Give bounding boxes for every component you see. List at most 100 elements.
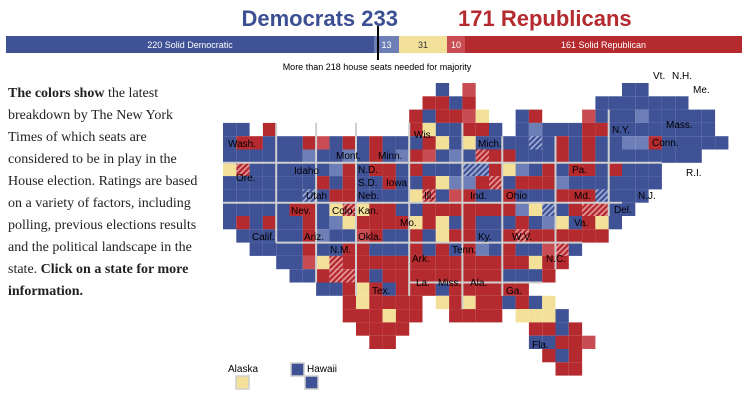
district-cell[interactable] (276, 255, 290, 270)
district-cell[interactable] (542, 216, 556, 230)
district-cell[interactable] (475, 202, 489, 216)
district-cell[interactable] (409, 295, 423, 310)
district-cell[interactable] (528, 255, 543, 270)
district-cell[interactable] (276, 242, 290, 256)
district-cell[interactable] (595, 122, 609, 137)
district-cell[interactable] (502, 295, 516, 310)
district-cell[interactable] (329, 242, 343, 256)
district-cell[interactable] (568, 216, 583, 230)
inset-district-cell[interactable] (304, 375, 319, 390)
district-cell[interactable] (276, 136, 290, 150)
district-cell[interactable] (555, 255, 569, 270)
state-label-mass[interactable]: Mass. (666, 120, 693, 131)
district-cell[interactable] (249, 176, 263, 190)
district-cell[interactable] (236, 149, 250, 163)
district-cell[interactable] (356, 202, 370, 216)
state-label-ny[interactable]: N.Y. (612, 125, 630, 136)
district-cell[interactable] (555, 149, 569, 163)
district-cell[interactable] (409, 216, 423, 230)
district-cell[interactable] (528, 189, 543, 203)
district-cell[interactable] (316, 269, 330, 283)
district-cell[interactable] (329, 176, 343, 190)
state-label-okla[interactable]: Okla. (358, 232, 381, 243)
district-cell[interactable] (555, 362, 569, 376)
district-cell[interactable] (542, 149, 556, 163)
district-cell[interactable] (489, 269, 503, 283)
state-label-neb[interactable]: Neb. (358, 191, 379, 202)
district-cell[interactable] (515, 295, 529, 310)
district-cell[interactable] (475, 162, 489, 177)
district-cell[interactable] (435, 162, 450, 177)
district-cell[interactable] (369, 282, 383, 296)
district-cell[interactable] (395, 216, 410, 230)
district-cell[interactable] (502, 149, 516, 163)
district-cell[interactable] (395, 255, 410, 270)
district-cell[interactable] (449, 255, 463, 270)
district-cell[interactable] (449, 162, 463, 177)
district-cell[interactable] (409, 109, 423, 123)
district-cell[interactable] (422, 229, 436, 243)
district-cell[interactable] (302, 229, 317, 243)
district-cell[interactable] (542, 176, 556, 190)
district-cell[interactable] (342, 202, 356, 216)
district-cell[interactable] (475, 295, 489, 310)
district-cell[interactable] (528, 149, 543, 163)
district-cell[interactable] (515, 242, 529, 256)
district-cell[interactable] (661, 122, 676, 137)
district-cell[interactable] (356, 295, 370, 310)
district-cell[interactable] (395, 202, 410, 216)
district-cell[interactable] (568, 176, 583, 190)
district-cell[interactable] (595, 189, 609, 203)
district-cell[interactable] (422, 269, 436, 283)
district-cell[interactable] (475, 309, 489, 323)
district-cell[interactable] (329, 229, 343, 243)
district-cell[interactable] (302, 216, 317, 230)
district-cell[interactable] (462, 122, 476, 137)
district-cell[interactable] (555, 176, 569, 190)
district-cell[interactable] (528, 122, 543, 137)
district-cell[interactable] (449, 295, 463, 310)
district-cell[interactable] (688, 109, 702, 123)
district-cell[interactable] (502, 189, 516, 203)
district-cell[interactable] (661, 136, 676, 150)
district-cell[interactable] (582, 122, 596, 137)
district-cell[interactable] (595, 136, 609, 150)
district-cell[interactable] (395, 176, 410, 190)
district-cell[interactable] (422, 202, 436, 216)
district-cell[interactable] (329, 162, 343, 177)
district-cell[interactable] (249, 136, 263, 150)
state-label-calif[interactable]: Calif. (252, 232, 275, 243)
district-cell[interactable] (475, 216, 489, 230)
district-cell[interactable] (449, 202, 463, 216)
district-cell[interactable] (262, 149, 277, 163)
district-cell[interactable] (715, 136, 729, 150)
district-cell[interactable] (475, 189, 489, 203)
district-cell[interactable] (475, 255, 489, 270)
state-label-sd[interactable]: S.D. (358, 178, 377, 189)
district-cell[interactable] (382, 335, 396, 349)
district-cell[interactable] (262, 242, 277, 256)
district-cell[interactable] (555, 136, 569, 150)
district-cell[interactable] (542, 229, 556, 243)
district-cell[interactable] (262, 229, 277, 243)
district-cell[interactable] (409, 255, 423, 270)
district-cell[interactable] (249, 149, 263, 163)
district-cell[interactable] (422, 109, 436, 123)
district-cell[interactable] (475, 122, 489, 137)
district-cell[interactable] (409, 282, 423, 296)
district-cell[interactable] (262, 162, 277, 177)
district-cell[interactable] (515, 216, 529, 230)
district-cell[interactable] (528, 176, 543, 190)
state-label-va[interactable]: Va. (574, 218, 588, 229)
district-cell[interactable] (675, 149, 689, 163)
district-cell[interactable] (582, 162, 596, 177)
district-cell[interactable] (289, 242, 303, 256)
district-cell[interactable] (329, 255, 343, 270)
district-cell[interactable] (648, 109, 662, 123)
district-cell[interactable] (262, 136, 277, 150)
district-cell[interactable] (276, 216, 290, 230)
district-cell[interactable] (342, 149, 356, 163)
district-cell[interactable] (582, 149, 596, 163)
state-label-ariz[interactable]: Ariz. (304, 232, 324, 243)
inset-district-cell[interactable] (235, 375, 250, 390)
